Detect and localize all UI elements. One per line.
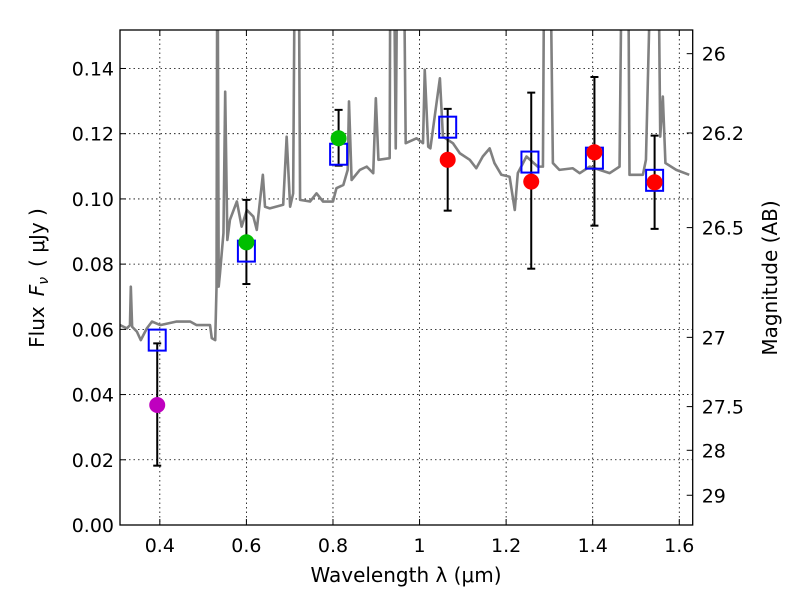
x-axis-label: Wavelength λ (μm): [310, 563, 501, 587]
y-tick-label: 0.00: [72, 515, 114, 537]
axes: 0.4 0.6 0.8 1 1.2 1.4 1.6 0.00 0.02 0.04 0.06 0.08 0…: [72, 30, 744, 557]
y2-tick-label: 26.5: [702, 218, 744, 240]
model-marker: [645, 168, 665, 192]
y-axis-label: Flux Fν ( μJy ): [25, 208, 52, 348]
x-tick-label: 1.4: [578, 535, 608, 557]
x-tick-label: 1: [414, 535, 426, 557]
x-tick-label: 1.6: [664, 535, 694, 557]
y2-tick-label: 28: [702, 440, 726, 462]
observed-point: [586, 144, 603, 161]
observed-point: [523, 173, 540, 190]
y-tick-label: 0.10: [72, 189, 114, 211]
y-tick-label: 0.14: [72, 58, 114, 80]
plot-area: [120, 30, 690, 467]
observed-point: [330, 130, 347, 147]
y2-tick-label: 26: [702, 44, 726, 66]
y2-tick-label: 26.2: [702, 123, 744, 145]
x-tick-label: 1.2: [491, 535, 521, 557]
x-tick-label: 0.6: [231, 535, 261, 557]
x-tick-label: 0.4: [145, 535, 175, 557]
y-tick-label: 0.04: [72, 385, 114, 407]
y-axis-label-prefix: Flux: [25, 306, 49, 348]
model-marker: [520, 150, 540, 174]
observed-point: [149, 397, 166, 413]
observed-point: [646, 174, 663, 191]
y-axis-label-unit: ( μJy ): [25, 208, 49, 267]
x-tick-label: 0.8: [318, 535, 348, 557]
model-marker: [147, 328, 167, 352]
y-tick-label: 0.08: [72, 254, 114, 276]
y-tick-label: 0.06: [72, 319, 114, 341]
y-tick-label: 0.02: [72, 450, 114, 472]
y2-tick-label: 27.5: [702, 397, 744, 419]
y-axis-label-sub: ν: [36, 277, 52, 285]
y2-tick-label: 27: [702, 327, 726, 349]
y-tick-label: 0.12: [72, 124, 114, 146]
y2-axis-label: Magnitude (AB): [758, 200, 782, 355]
y-axis-label-symbol: F: [25, 284, 49, 296]
model-marker: [438, 115, 458, 139]
plot-frame: [119, 29, 694, 526]
observed-point: [439, 151, 456, 168]
spectrum-line: [120, 30, 690, 342]
observed-point: [238, 234, 255, 251]
y2-tick-label: 29: [702, 485, 726, 507]
